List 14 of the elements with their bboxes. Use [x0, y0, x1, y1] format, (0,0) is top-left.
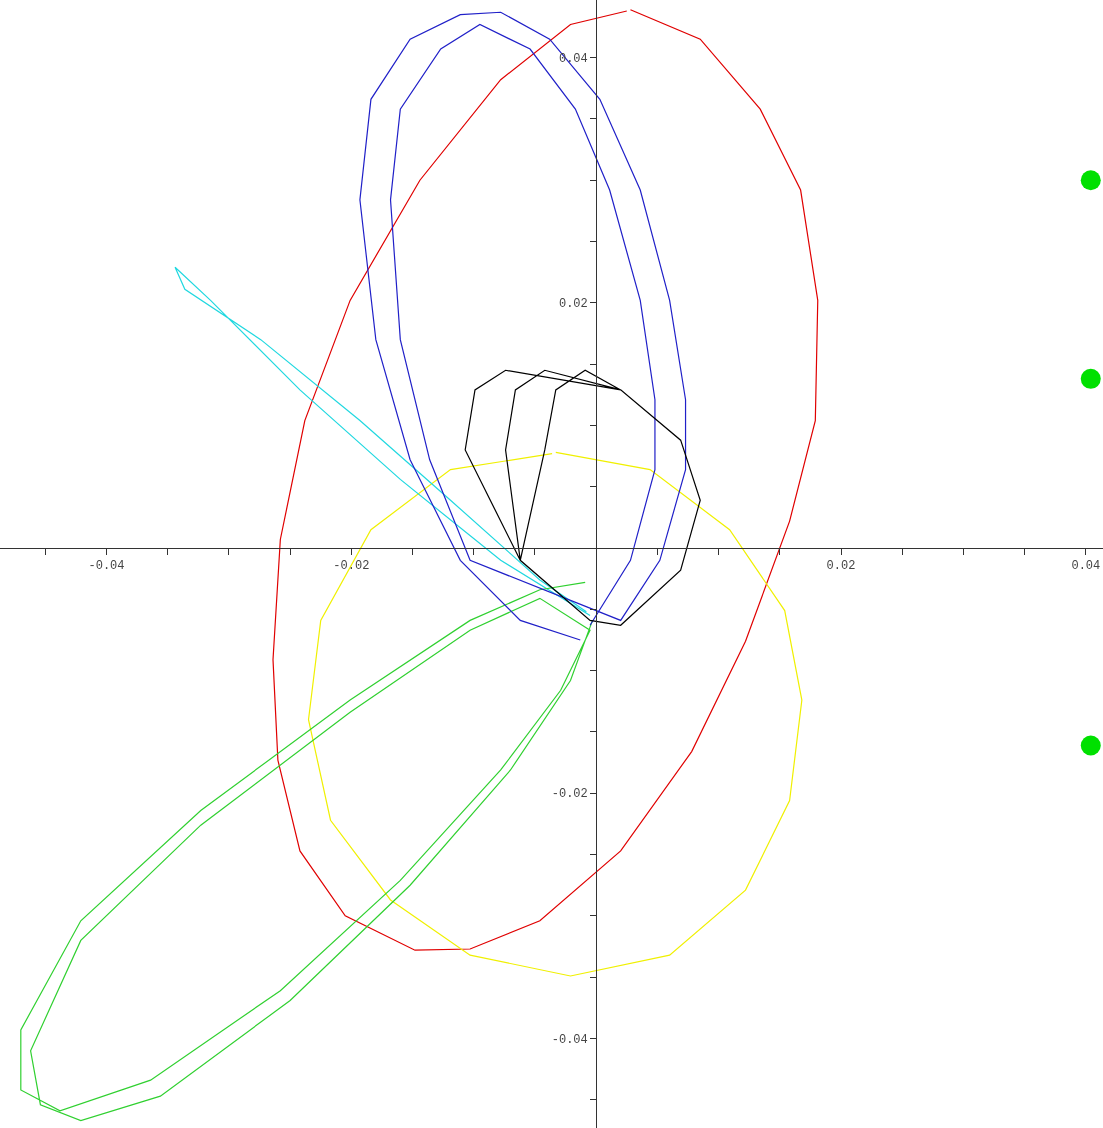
line-series [307, 451, 803, 977]
y-tick-label: -0.02 [551, 787, 588, 802]
x-tick-label: -0.04 [88, 559, 125, 574]
point [1080, 170, 1101, 191]
line-series [464, 369, 701, 626]
x-tick-label: 0.04 [1071, 559, 1101, 574]
point [1080, 368, 1101, 389]
line-series [174, 266, 591, 617]
y-tick-label: -0.04 [551, 1032, 588, 1047]
line-series [20, 581, 594, 1122]
x-tick-label: 0.02 [826, 559, 856, 574]
line-series [272, 9, 819, 951]
point [1080, 735, 1101, 756]
y-tick-label: 0.02 [558, 297, 588, 312]
